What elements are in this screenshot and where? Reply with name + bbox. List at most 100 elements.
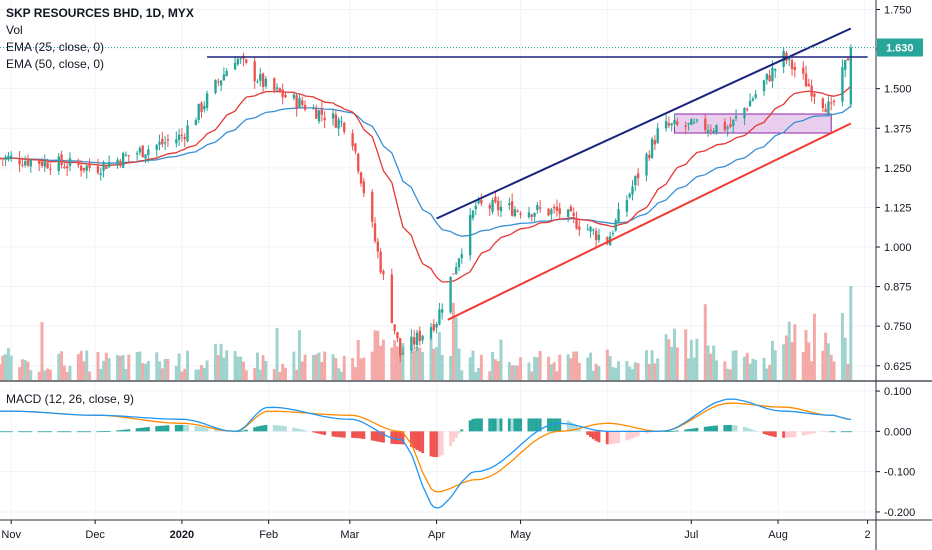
macd-histogram-bar <box>449 431 453 447</box>
volume-bar <box>765 368 769 380</box>
trend-lines[interactable] <box>0 27 876 321</box>
macd-histogram-bar <box>784 431 788 438</box>
volume-bar <box>569 358 573 380</box>
macd-histogram-bar <box>510 418 514 432</box>
candle-body <box>259 74 262 81</box>
volume-bar <box>631 369 634 380</box>
volume-bar <box>849 286 853 380</box>
macd-histogram-bar <box>155 426 159 432</box>
candle-body <box>491 199 494 212</box>
volume-bar <box>57 353 61 380</box>
candle-body <box>205 93 209 108</box>
candle-body <box>460 253 463 259</box>
volume-bar <box>594 363 598 380</box>
macd-histogram-bar <box>770 431 774 437</box>
candle-body <box>396 332 399 339</box>
macd-histogram-bar <box>631 431 634 439</box>
candle-body <box>533 212 536 217</box>
time-tick-label: Jul <box>684 529 698 541</box>
candle-body <box>550 209 553 215</box>
volume-bar <box>356 340 360 380</box>
macd-histogram-bar <box>695 427 699 432</box>
candle-body <box>315 108 318 119</box>
macd-histogram-bar <box>762 431 766 434</box>
candle-body <box>421 335 424 341</box>
volume-bar <box>216 355 220 380</box>
volume-bar <box>843 337 847 380</box>
volume-bar <box>468 357 472 380</box>
macd-histogram-bar <box>6 431 10 433</box>
macd-histogram-bar <box>303 430 307 432</box>
macd-histogram-bar <box>493 418 497 432</box>
volume-bar <box>395 346 399 380</box>
macd-histogram-bar <box>754 430 758 432</box>
volume-bar <box>812 313 816 380</box>
candle-body <box>253 61 256 82</box>
macd-histogram-bar <box>782 431 786 438</box>
volume-bar <box>516 365 520 380</box>
volume-bar <box>734 350 738 380</box>
candle-body <box>57 156 60 172</box>
volume-bar <box>342 355 346 380</box>
volume-bar <box>320 361 324 380</box>
macd-histogram-bar <box>297 428 301 432</box>
volume-bar <box>754 359 758 380</box>
macd-histogram-bar <box>726 424 730 432</box>
macd-histogram-bar <box>104 431 108 432</box>
consolidation-box[interactable] <box>673 113 832 134</box>
candle-body <box>824 109 827 113</box>
macd-legend: MACD (12, 26, close, 9) <box>6 392 135 406</box>
lower-channel-line[interactable] <box>447 122 852 321</box>
volume-bar <box>549 364 553 380</box>
volume-bar <box>174 366 178 380</box>
volume-bar <box>200 365 203 380</box>
macd-histogram-bar <box>840 431 844 433</box>
volume-bar <box>477 368 481 380</box>
macd-histogram-bar <box>530 418 534 432</box>
range-box[interactable] <box>673 113 832 134</box>
macd-histogram-bar <box>555 418 559 432</box>
volume-bar <box>625 360 629 380</box>
candle-body <box>488 205 491 209</box>
macd-histogram-bar <box>829 431 833 433</box>
candle-body <box>496 200 500 210</box>
candle-body <box>695 119 699 121</box>
candle-body <box>821 98 824 109</box>
volume-bar <box>284 367 287 380</box>
volume-bar <box>88 371 92 380</box>
candle-body <box>239 58 242 60</box>
candle-body <box>77 161 80 166</box>
candle-body <box>418 330 421 342</box>
volume-bar <box>379 345 383 380</box>
candle-body <box>788 57 791 61</box>
volume-bar <box>784 335 788 380</box>
volume-bar <box>538 350 542 380</box>
upper-channel-line[interactable] <box>436 27 852 220</box>
candle-body <box>597 234 601 240</box>
time-tick-label: May <box>510 529 531 541</box>
volume-bar <box>611 367 615 380</box>
macd-histogram-bar <box>728 424 732 432</box>
candle-body <box>362 181 366 193</box>
volume-bar <box>253 367 257 380</box>
macd-histogram-bar <box>281 425 285 432</box>
candle-body <box>183 136 186 140</box>
candle-body <box>26 158 30 166</box>
price-tick-label: 1.375 <box>884 123 912 135</box>
macd-histogram-bar <box>158 425 161 432</box>
macd-histogram-bar <box>597 431 601 443</box>
volume-bar <box>311 355 315 380</box>
candle-body <box>135 153 139 155</box>
macd-histogram-bar <box>127 429 131 432</box>
volume-bar <box>491 351 495 380</box>
candle-body <box>264 78 268 87</box>
volume-bar <box>527 362 531 380</box>
macd-histogram-bar <box>636 431 640 437</box>
candle-body <box>217 81 220 83</box>
macd-histogram-bar <box>468 420 472 432</box>
candle-body <box>415 332 419 345</box>
macd-histogram-bar <box>535 418 539 432</box>
volume-bar <box>605 349 609 380</box>
macd-histogram-bar <box>768 431 772 436</box>
